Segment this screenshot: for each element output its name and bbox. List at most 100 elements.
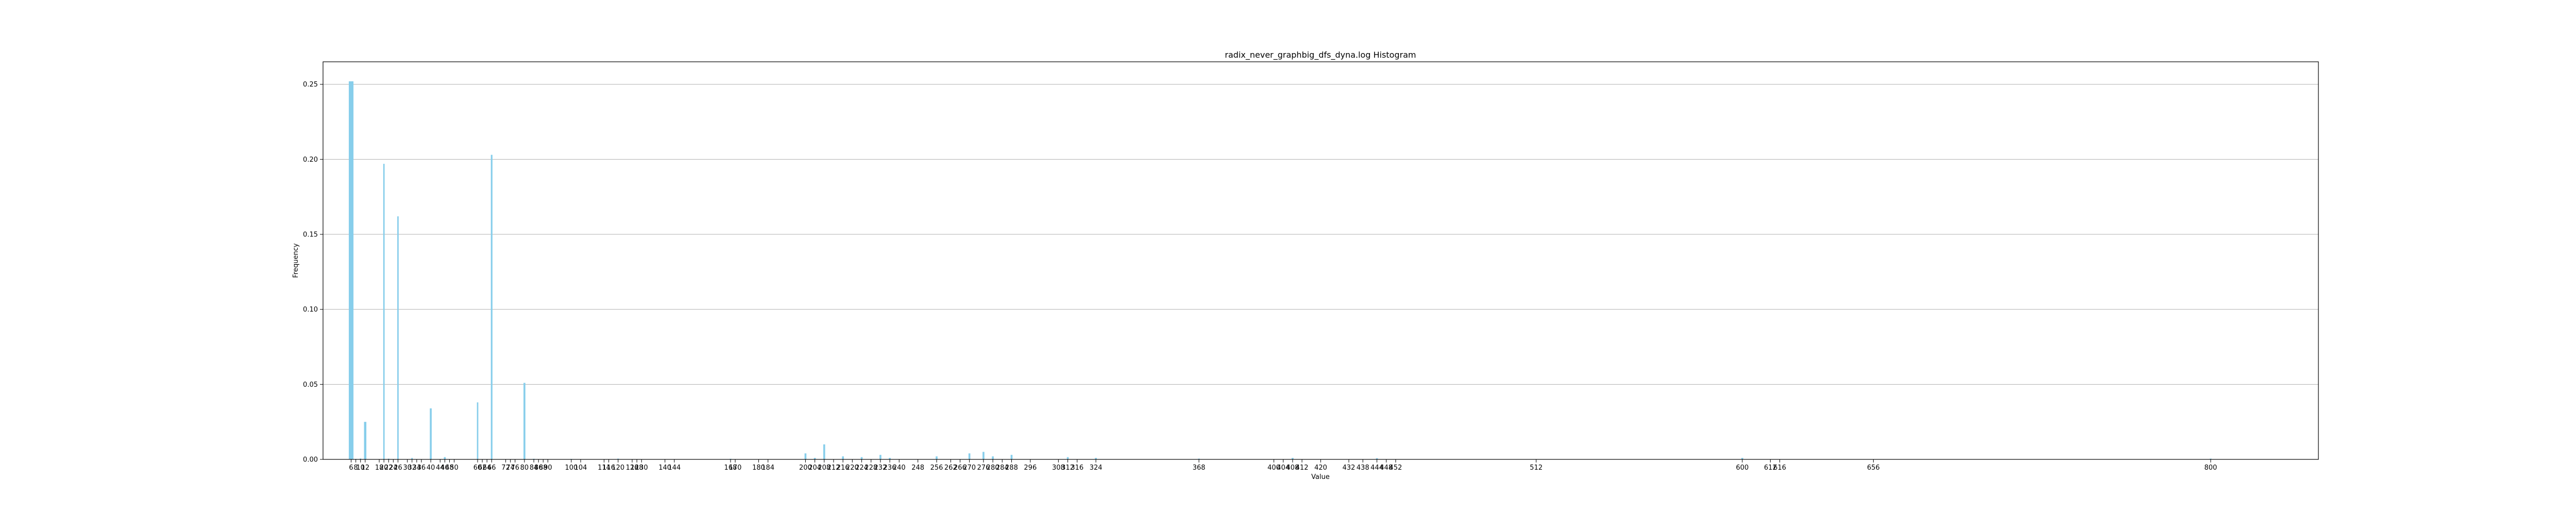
x-tick-label: 34 (413, 464, 421, 472)
histogram-bar (1376, 458, 1378, 459)
histogram-bar (814, 458, 816, 459)
x-tick-label: 100 (565, 464, 578, 472)
x-tick-label: 120 (612, 464, 624, 472)
x-tick-label: 144 (668, 464, 681, 472)
x-tick-label: 408 (1286, 464, 1299, 472)
x-tick-label: 12 (361, 464, 370, 472)
y-tick-label: 0.00 (303, 456, 318, 464)
histogram-bar (364, 422, 367, 459)
histogram-bar (523, 383, 526, 459)
y-tick-label: 0.25 (303, 81, 318, 89)
x-tick-label: 266 (954, 464, 967, 472)
x-tick-label: 444 (1370, 464, 1383, 472)
x-tick-label: 220 (846, 464, 859, 472)
x-tick-label: 72 (501, 464, 510, 472)
x-tick-label: 800 (2204, 464, 2217, 472)
histogram-bar (1066, 457, 1069, 459)
x-tick-label: 270 (963, 464, 976, 472)
x-tick-label: 140 (658, 464, 671, 472)
x-tick-label: 216 (837, 464, 850, 472)
x-tick-label: 262 (944, 464, 957, 472)
x-tick-label: 276 (977, 464, 990, 472)
x-tick-label: 204 (808, 464, 821, 472)
histogram-bar (860, 457, 863, 459)
histogram-bar (968, 453, 971, 459)
x-tick-label: 324 (1090, 464, 1103, 472)
x-tick-label: 66 (487, 464, 496, 472)
x-tick-label: 228 (865, 464, 877, 472)
bars (349, 81, 2212, 459)
x-tick-label: 612 (1764, 464, 1777, 472)
x-tick-label: 74 (506, 464, 515, 472)
x-tick-label: 90 (544, 464, 552, 472)
chart-title: radix_never_graphbig_dfs_dyna.log Histog… (1225, 50, 1416, 60)
x-tick-label: 36 (417, 464, 426, 472)
x-tick-label: 448 (1380, 464, 1393, 472)
x-tick-label: 76 (511, 464, 519, 472)
histogram-bar (992, 456, 994, 459)
plot-frame (323, 61, 2319, 460)
y-tick-label: 0.05 (303, 381, 318, 389)
x-tick-label: 114 (598, 464, 611, 472)
x-tick-label: 400 (1267, 464, 1280, 472)
x-tick-label: 284 (996, 464, 1009, 472)
x-tick-label: 236 (884, 464, 896, 472)
x-tick-label: 116 (602, 464, 615, 472)
x-tick-label: 224 (855, 464, 868, 472)
histogram-bar (430, 408, 432, 459)
x-tick-label: 62 (478, 464, 487, 472)
histogram-bar (804, 453, 807, 459)
x-tick-label: 212 (827, 464, 840, 472)
x-tick-label: 64 (483, 464, 492, 472)
y-tick-label: 0.15 (303, 231, 318, 239)
x-tick-label: 6 (349, 464, 353, 472)
x-tick-label: 184 (761, 464, 774, 472)
histogram-bar (936, 456, 938, 459)
x-tick-label: 438 (1357, 464, 1369, 472)
x-tick-label: 232 (874, 464, 887, 472)
histogram-bar (1741, 458, 1743, 459)
x-tick-label: 248 (911, 464, 924, 472)
histogram-bar (1010, 455, 1013, 459)
x-tick-label: 312 (1061, 464, 1074, 472)
histogram-bar (889, 458, 891, 459)
x-tick-label: 200 (799, 464, 812, 472)
y-tick-label: 0.20 (303, 156, 318, 164)
histogram-bar (349, 81, 354, 459)
x-tick-label: 26 (394, 464, 402, 472)
y-axis-ticks: 0.00 0.05 0.10 0.15 0.20 0.25 (303, 81, 323, 464)
x-tick-label: 208 (818, 464, 831, 472)
x-tick-label: 256 (930, 464, 943, 472)
x-tick-label: 126 (626, 464, 639, 472)
x-tick-label: 80 (520, 464, 529, 472)
x-tick-label: 18 (375, 464, 384, 472)
x-tick-label: 452 (1389, 464, 1402, 472)
x-tick-label: 180 (752, 464, 765, 472)
x-tick-label: 128 (631, 464, 643, 472)
x-tick-label: 404 (1277, 464, 1290, 472)
x-axis-label: Value (1311, 473, 1330, 481)
x-tick-label: 240 (893, 464, 906, 472)
histogram-bar (1292, 458, 1294, 459)
x-tick-label: 30 (403, 464, 412, 472)
x-tick-label: 316 (1071, 464, 1083, 472)
x-tick-label: 432 (1343, 464, 1355, 472)
x-tick-label: 600 (1736, 464, 1749, 472)
x-tick-label: 22 (384, 464, 393, 472)
x-tick-label: 88 (539, 464, 548, 472)
x-tick-label: 280 (987, 464, 999, 472)
x-tick-label: 46 (440, 464, 449, 472)
x-tick-label: 86 (534, 464, 543, 472)
histogram-bar (444, 457, 446, 459)
x-tick-label: 368 (1193, 464, 1206, 472)
histogram-bar (397, 216, 399, 459)
y-axis-label: Frequency (292, 243, 300, 278)
histogram-bar (823, 444, 825, 459)
histogram-bar (360, 458, 362, 459)
x-tick-label: 656 (1867, 464, 1880, 472)
y-tick-label: 0.10 (303, 306, 318, 314)
x-tick-label: 412 (1296, 464, 1309, 472)
x-tick-label: 168 (724, 464, 737, 472)
x-tick-label: 130 (635, 464, 648, 472)
